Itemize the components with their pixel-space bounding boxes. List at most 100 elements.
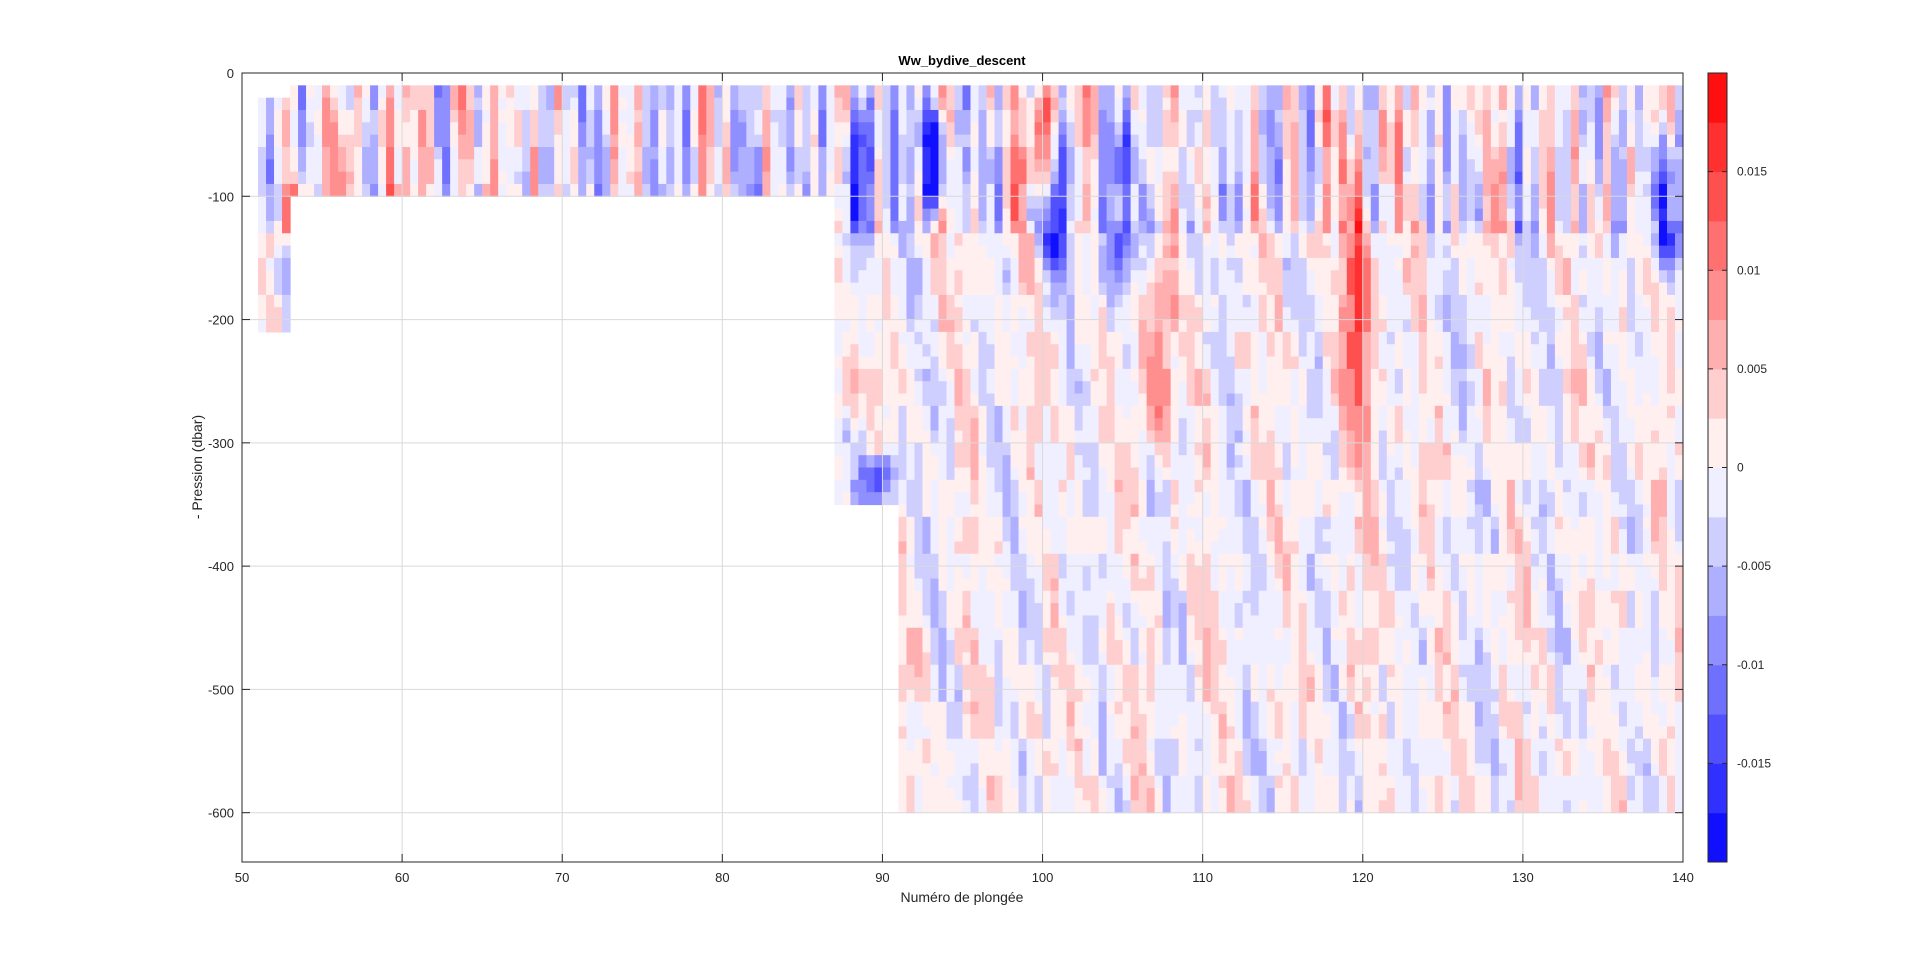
heatmap-cell [1122,751,1132,764]
heatmap-cell [1330,220,1340,234]
heatmap-cell [1354,134,1364,148]
heatmap-cell [1146,578,1156,592]
heatmap-cell [850,171,860,185]
heatmap-cell [1354,541,1364,555]
heatmap-cell [1202,627,1212,641]
heatmap-cell [1274,381,1284,395]
heatmap-cell [994,183,1004,197]
heatmap-cell [858,183,868,197]
heatmap-cell [890,418,900,432]
heatmap-cell [1202,788,1212,801]
heatmap-cell [1210,652,1220,666]
heatmap-cell [1410,627,1420,641]
heatmap-cell [338,122,347,136]
heatmap-cell [730,159,739,173]
heatmap-cell [1090,615,1100,629]
heatmap-cell [1234,788,1244,801]
heatmap-cell [1346,134,1356,148]
heatmap-cell [1146,122,1156,136]
heatmap-cell [570,183,579,197]
heatmap-cell [1098,418,1108,432]
heatmap-cell [458,134,467,148]
heatmap-cell [1114,492,1124,506]
heatmap-cell [978,578,988,592]
heatmap-cell [986,245,996,259]
heatmap-cell [738,159,747,173]
heatmap-cell [1266,553,1276,567]
heatmap-cell [946,146,956,160]
heatmap-cell [834,331,844,345]
heatmap-cell [802,183,811,197]
heatmap-cell [1258,85,1268,99]
heatmap-cell [1218,553,1228,567]
heatmap-cell [1402,738,1412,752]
heatmap-cell [1362,307,1372,321]
heatmap-cell [1370,467,1380,481]
heatmap-cell [610,159,619,173]
heatmap-cell [1306,430,1316,444]
heatmap-cell [1018,652,1028,666]
heatmap-cell [1146,652,1156,666]
heatmap-cell [1082,196,1092,210]
heatmap-cell [1066,85,1076,99]
heatmap-cell [1138,196,1148,210]
heatmap-cell [1114,455,1124,469]
heatmap-cell [858,307,868,321]
heatmap-cell [1250,652,1260,666]
heatmap-cell [1050,590,1060,604]
heatmap-cell [490,97,499,111]
heatmap-cell [1090,627,1100,641]
heatmap-cell [1226,504,1236,518]
heatmap-cell [314,85,323,99]
heatmap-cell [1410,159,1420,173]
heatmap-cell [1410,220,1420,234]
heatmap-cell [258,257,267,271]
heatmap-cell [1210,331,1220,345]
heatmap-cell [1066,504,1076,518]
heatmap-cell [1394,566,1404,580]
heatmap-cell [306,171,315,185]
heatmap-cell [810,134,819,148]
heatmap-cell [1138,257,1148,271]
heatmap-cell [1378,418,1388,432]
heatmap-cell [842,319,852,333]
heatmap-cell [994,97,1004,111]
heatmap-cell [1242,220,1252,234]
heatmap-cell [1370,541,1380,555]
heatmap-cell [1170,529,1180,543]
heatmap-cell [1354,233,1364,247]
heatmap-cell [1210,788,1220,801]
heatmap-cell [1330,714,1340,727]
heatmap-cell [1186,627,1196,641]
heatmap-cell [1090,800,1100,814]
heatmap-cell [1010,393,1020,407]
heatmap-cell [410,146,419,160]
heatmap-cell [1170,233,1180,247]
heatmap-cell [978,442,988,456]
heatmap-cell [1394,270,1404,284]
heatmap-cell [1434,763,1444,777]
heatmap-cell [826,171,836,185]
heatmap-cell [1178,701,1188,715]
heatmap-cell [1034,553,1044,567]
heatmap-cell [1394,701,1404,715]
heatmap-cell [906,381,916,395]
heatmap-cell [1314,97,1324,111]
heatmap-cell [1250,800,1260,814]
heatmap-cell [1394,615,1404,629]
heatmap-cell [962,541,972,555]
heatmap-cell [1026,714,1036,727]
heatmap-cell [930,467,940,481]
heatmap-cell [1170,664,1180,678]
heatmap-cell [1074,455,1084,469]
heatmap-cell [978,689,988,703]
heatmap-cell [906,800,916,814]
heatmap-cell [394,109,403,123]
heatmap-cell [850,294,860,308]
heatmap-cell [970,615,980,629]
heatmap-cell [1042,257,1052,271]
heatmap-cell [1290,640,1300,654]
heatmap-cell [714,97,723,111]
heatmap-cell [1210,319,1220,333]
heatmap-cell [810,171,819,185]
